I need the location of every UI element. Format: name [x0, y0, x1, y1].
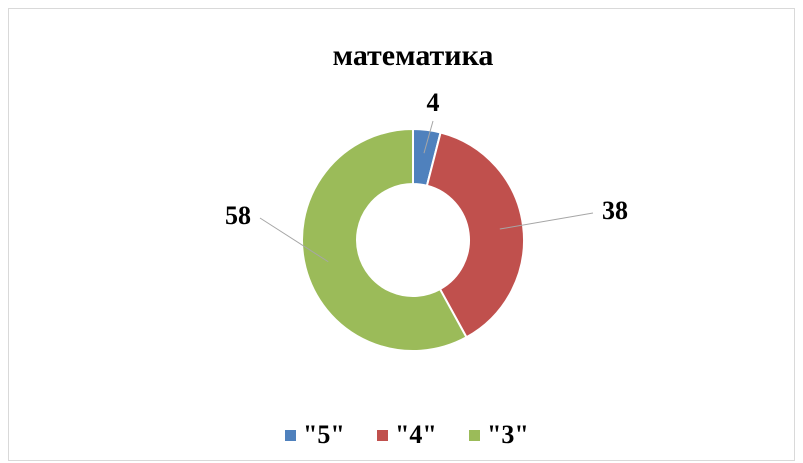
legend-swatch: [469, 430, 480, 441]
data-label: 58: [225, 201, 251, 230]
legend-label: "3": [487, 420, 529, 449]
legend-swatch: [377, 430, 388, 441]
chart-border: [8, 8, 795, 461]
leader-line: [259, 217, 329, 263]
legend-swatch: [285, 430, 296, 441]
data-label: 38: [602, 196, 628, 225]
donut-segment: [425, 131, 525, 339]
donut-segment: [301, 127, 468, 352]
data-label: 4: [427, 88, 440, 117]
leader-line: [423, 120, 434, 154]
leader-line: [499, 212, 594, 230]
legend-label: "5": [303, 420, 345, 449]
chart-title: математика: [333, 39, 494, 72]
legend-label: "4": [395, 420, 437, 449]
